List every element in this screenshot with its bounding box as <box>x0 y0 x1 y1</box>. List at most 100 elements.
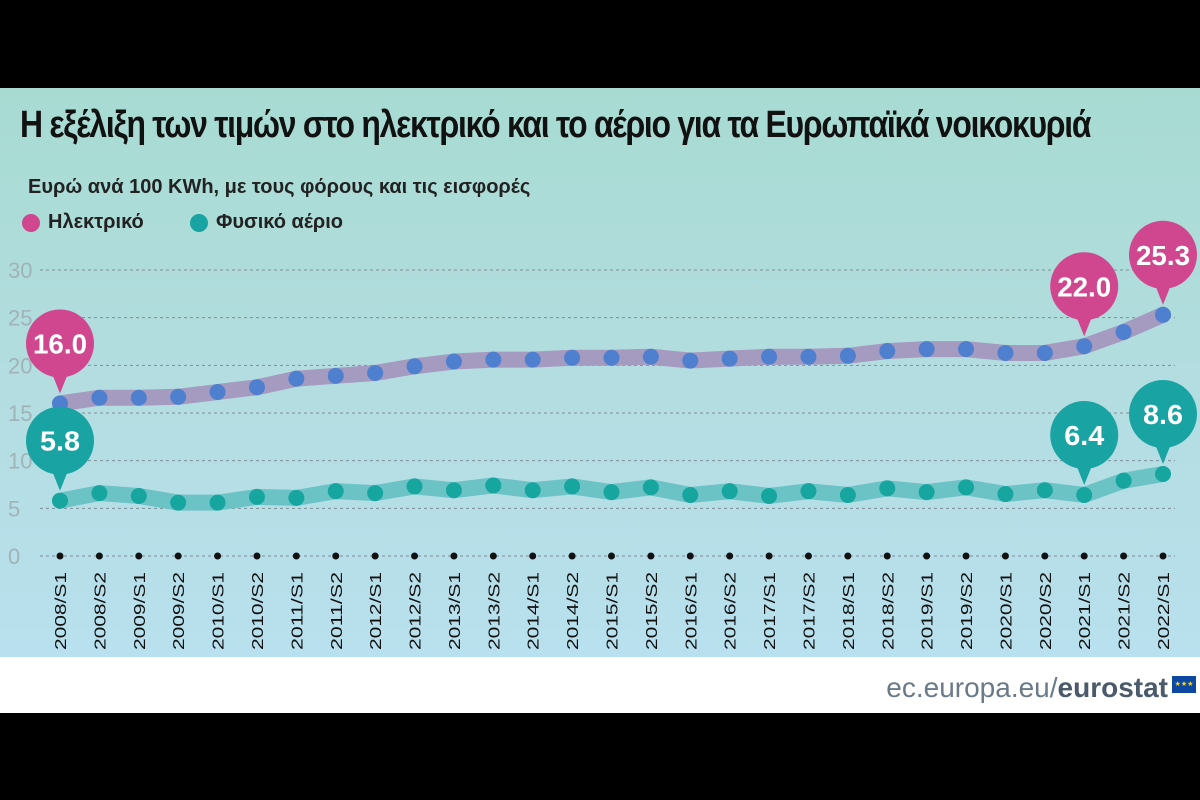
data-point <box>564 349 581 366</box>
data-point <box>958 341 975 358</box>
data-point <box>879 480 896 497</box>
x-tick-label: 2014/S2 <box>565 572 582 650</box>
label-bubble <box>26 406 94 475</box>
eu-flag-icon: ★★★ <box>1172 676 1196 693</box>
data-label: 22.0 <box>1057 271 1111 302</box>
x-tick-label: 2018/S2 <box>880 572 897 650</box>
x-tick-label: 2016/S2 <box>723 572 740 650</box>
x-tick-dot <box>450 552 458 560</box>
x-tick-dot <box>923 552 931 560</box>
data-label: 6.4 <box>1064 420 1104 451</box>
data-point <box>997 486 1014 503</box>
data-label: 5.8 <box>40 426 80 457</box>
data-point <box>170 388 187 405</box>
x-tick-dot <box>332 552 340 560</box>
data-point <box>839 486 856 503</box>
x-tick-dot <box>686 552 694 560</box>
x-tick-dot <box>174 552 182 560</box>
x-tick-dot <box>292 552 300 560</box>
data-point <box>130 487 147 504</box>
data-point <box>1115 323 1132 340</box>
x-tick-label: 2010/S1 <box>211 572 228 650</box>
footer <box>0 657 1200 713</box>
data-point <box>1155 306 1171 323</box>
legend-label-gas: Φυσικό αέριο <box>216 211 344 233</box>
x-tick-label: 2020/S1 <box>998 572 1015 650</box>
data-point <box>327 367 344 384</box>
data-point <box>130 389 147 406</box>
x-tick-label: 2008/S2 <box>92 572 109 650</box>
data-label: 25.3 <box>1136 240 1190 271</box>
data-point <box>682 352 699 369</box>
y-tick-label: 25 <box>8 306 32 331</box>
label-bubble <box>1129 220 1197 289</box>
x-tick-label: 2011/S1 <box>289 572 306 650</box>
data-label: 16.0 <box>33 328 87 359</box>
data-point <box>209 384 226 401</box>
data-point <box>1076 486 1093 503</box>
x-tick-dot <box>1120 552 1128 560</box>
data-point <box>288 370 305 387</box>
legend-label-electric: Ηλεκτρικό <box>48 211 144 233</box>
x-tick-dot <box>56 552 64 560</box>
label-bubble <box>1050 400 1119 469</box>
legend-dot-gas <box>190 213 208 232</box>
data-point <box>524 482 541 499</box>
x-tick-label: 2012/S2 <box>408 572 425 650</box>
data-point <box>1036 482 1053 499</box>
x-tick-dot <box>1159 552 1167 560</box>
data-point <box>1036 344 1053 361</box>
data-point <box>918 341 935 358</box>
x-tick-dot <box>962 552 970 560</box>
legend-gas: Φυσικό αέριο <box>190 211 343 234</box>
x-tick-dot <box>214 552 222 560</box>
y-tick-label: 30 <box>8 258 32 283</box>
data-point <box>761 348 778 365</box>
x-tick-label: 2012/S1 <box>368 572 385 650</box>
data-point <box>839 347 856 364</box>
data-point <box>445 353 462 370</box>
chart-panel <box>0 88 1200 657</box>
data-point <box>761 487 778 504</box>
chart-subtitle: Ευρώ ανά 100 KWh, με τους φόρους και τις… <box>28 176 531 198</box>
source-text[interactable]: ec.europa.eu/eurostat <box>886 672 1168 704</box>
data-point <box>52 492 68 509</box>
x-tick-label: 2021/S1 <box>1077 572 1094 650</box>
data-point <box>367 485 384 502</box>
x-tick-label: 2016/S1 <box>683 572 700 650</box>
x-tick-dot <box>253 552 261 560</box>
x-tick-label: 2019/S1 <box>920 572 937 650</box>
x-tick-dot <box>568 552 576 560</box>
data-label: 8.6 <box>1143 399 1183 430</box>
x-tick-label: 2022/S1 <box>1156 572 1173 650</box>
data-point <box>367 364 384 381</box>
data-point <box>91 389 108 406</box>
x-tick-label: 2015/S1 <box>605 572 622 650</box>
data-point <box>91 485 108 502</box>
data-point <box>288 489 305 506</box>
data-point <box>445 482 462 499</box>
x-tick-dot <box>765 552 773 560</box>
data-point <box>997 344 1014 361</box>
data-point <box>800 348 817 365</box>
data-point <box>209 494 226 511</box>
data-point <box>248 488 265 505</box>
x-tick-label: 2011/S2 <box>329 572 346 650</box>
x-tick-dot <box>95 552 103 560</box>
x-tick-dot <box>804 552 812 560</box>
x-tick-dot <box>529 552 537 560</box>
x-tick-label: 2008/S1 <box>53 572 70 650</box>
x-tick-label: 2009/S1 <box>132 572 149 650</box>
data-point <box>642 479 659 496</box>
data-point <box>564 478 581 495</box>
x-tick-dot <box>1041 552 1049 560</box>
x-tick-dot <box>411 552 419 560</box>
data-point <box>327 483 344 500</box>
x-tick-label: 2019/S2 <box>959 572 976 650</box>
data-point <box>721 483 738 500</box>
data-point <box>485 477 502 494</box>
x-tick-dot <box>489 552 497 560</box>
data-point <box>682 486 699 503</box>
label-bubble <box>26 309 94 378</box>
x-tick-label: 2015/S2 <box>644 572 661 650</box>
